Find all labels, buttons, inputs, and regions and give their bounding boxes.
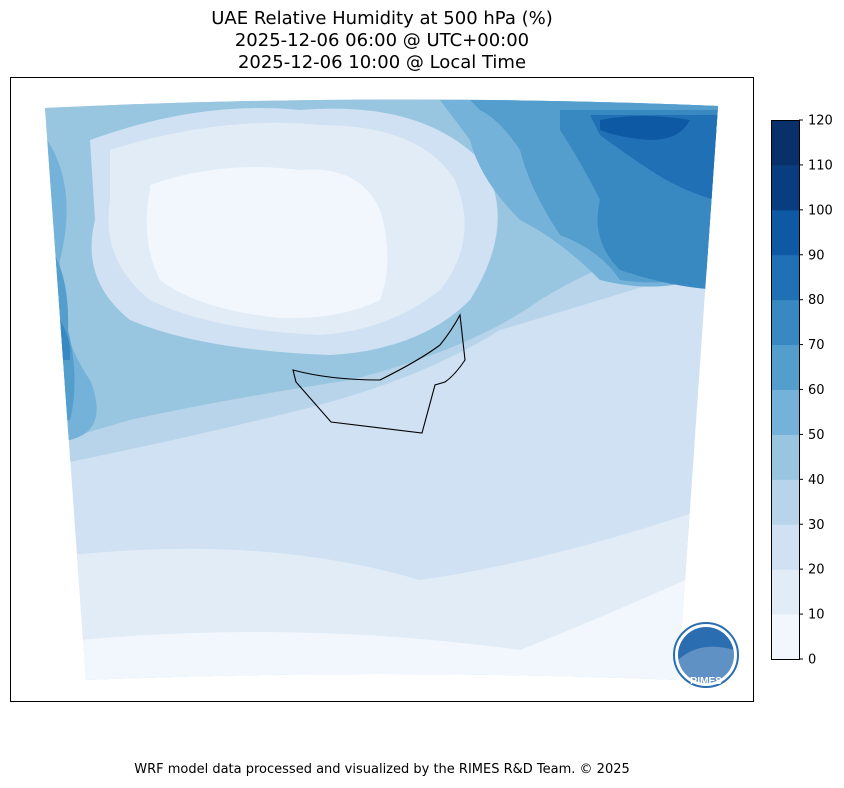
colorbar-tick-label: 30 (808, 518, 825, 533)
colorbar-segment (771, 614, 799, 660)
humidity-field (45, 99, 718, 680)
colorbar-segment (771, 524, 799, 570)
colorbar-segment (771, 569, 799, 615)
logo-text: RIMES (690, 676, 722, 687)
uae-border (292, 313, 466, 434)
footer-credit: WRF model data processed and visualized … (134, 762, 630, 777)
colorbar-tick-label: 90 (808, 248, 825, 263)
colorbar-tick-label: 110 (808, 158, 833, 173)
colorbar: 0 10 20 30 40 50 60 70 80 90 100 110 120 (771, 114, 833, 668)
colorbar-tick-label: 100 (808, 203, 833, 218)
colorbar-tick-label: 40 (808, 473, 825, 488)
colorbar-tick-label: 80 (808, 293, 825, 308)
colorbar-tick-label: 50 (808, 428, 825, 443)
colorbar-segment (771, 120, 799, 166)
colorbar-tick-label: 20 (808, 563, 825, 578)
colorbar-tick-label: 70 (808, 338, 825, 353)
colorbar-segment (771, 344, 799, 390)
colorbar-tick-label: 10 (808, 608, 825, 623)
rimes-logo: RIMES (673, 622, 739, 688)
title-line-1: UAE Relative Humidity at 500 hPa (%) (211, 8, 553, 29)
colorbar-tick-label: 0 (808, 653, 816, 668)
colorbar-segment (771, 479, 799, 525)
colorbar-tick-label: 120 (808, 114, 833, 129)
colorbar-segment (771, 389, 799, 435)
colorbar-segment (771, 299, 799, 346)
colorbar-segment (771, 209, 799, 256)
colorbar-segment (771, 254, 799, 301)
colorbar-tick-label: 60 (808, 383, 825, 398)
title-line-2: 2025-12-06 06:00 @ UTC+00:00 (234, 30, 530, 51)
colorbar-segment (771, 164, 799, 211)
colorbar-segment (771, 434, 799, 480)
title-line-3: 2025-12-06 10:00 @ Local Time (237, 52, 527, 73)
